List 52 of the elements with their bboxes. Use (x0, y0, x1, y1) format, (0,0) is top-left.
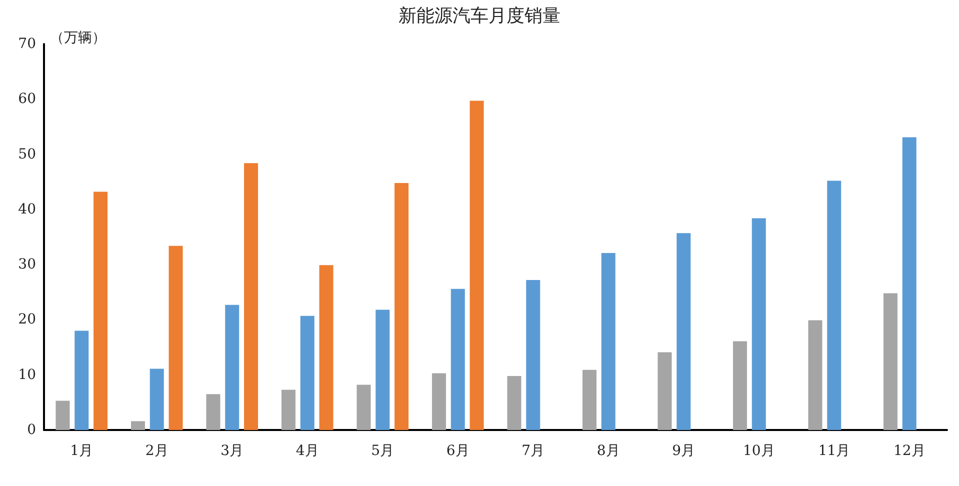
y-tick-label: 30 (18, 256, 36, 273)
bar (808, 320, 822, 430)
x-tick-label: 11月 (818, 443, 850, 459)
bar (883, 293, 898, 430)
bar (601, 252, 616, 430)
x-tick-label: 2月 (145, 443, 168, 459)
bar (676, 233, 691, 430)
bar (450, 288, 465, 430)
chart-title: 新能源汽车月度销量 (398, 6, 560, 26)
y-tick-label: 20 (18, 312, 36, 328)
bar (319, 265, 334, 430)
x-tick-label: 9月 (672, 443, 696, 459)
x-tick-label: 1月 (70, 443, 94, 459)
x-tick-label: 3月 (220, 443, 244, 459)
bar (244, 163, 258, 430)
bar (300, 316, 314, 430)
x-tick-label: 12月 (893, 443, 926, 459)
bar (394, 182, 409, 430)
bar (752, 218, 766, 430)
bar (56, 400, 70, 430)
bar (74, 330, 89, 430)
x-tick-label: 10月 (742, 443, 775, 459)
bar (526, 280, 540, 430)
bar (225, 304, 240, 430)
bar (827, 180, 842, 430)
bar (658, 352, 672, 430)
bar (732, 341, 747, 430)
bar (902, 137, 916, 430)
bar (376, 310, 390, 430)
bar (206, 394, 220, 430)
bar (470, 100, 484, 430)
x-tick-label: 5月 (371, 443, 394, 459)
x-tick-label: 4月 (296, 443, 319, 459)
bar (130, 421, 145, 430)
bar (582, 370, 596, 430)
bar (168, 246, 183, 430)
y-axis-title: （万辆） (50, 29, 106, 45)
x-tick-label: 7月 (522, 443, 545, 459)
bar (356, 384, 371, 430)
y-tick-label: 70 (18, 36, 36, 52)
y-tick-label: 0 (27, 422, 36, 438)
bar (150, 368, 164, 430)
x-tick-label: 6月 (446, 443, 470, 459)
y-tick-label: 50 (18, 146, 36, 162)
bar (507, 376, 522, 430)
y-tick-label: 10 (18, 366, 36, 383)
bar (94, 192, 108, 430)
bar (432, 373, 446, 430)
y-tick-label: 60 (18, 91, 36, 108)
bar (281, 390, 296, 430)
x-tick-label: 8月 (596, 443, 620, 459)
y-tick-label: 40 (18, 201, 36, 218)
